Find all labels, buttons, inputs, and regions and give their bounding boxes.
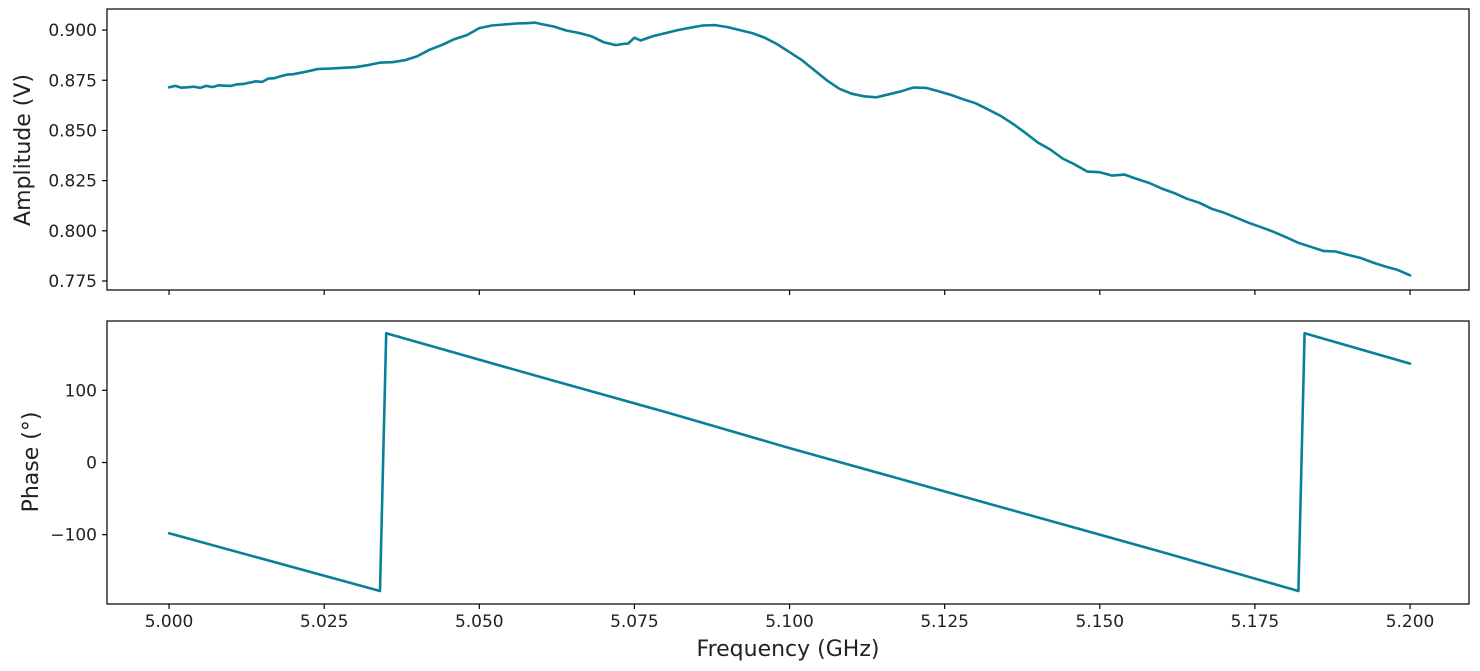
amplitude-axis-label: Amplitude (V) — [11, 74, 36, 226]
x-tick-label: 5.075 — [610, 612, 659, 632]
phase-panel: 5.000 5.025 5.050 5.075 5.100 5.125 5.150 5.175… — [19, 320, 1470, 662]
y-tick-label: 0.825 — [48, 172, 97, 192]
y-tick-label: 0.900 — [48, 21, 97, 41]
x-tick-label: 5.125 — [920, 612, 969, 632]
x-tick-label: 5.025 — [300, 612, 349, 632]
y-tick-label: 0.800 — [48, 222, 97, 242]
y-tick-label: 100 — [65, 381, 97, 401]
phase-plot-frame — [106, 320, 1470, 605]
y-tick-label: 0 — [86, 454, 97, 474]
x-tick-label: 5.050 — [455, 612, 504, 632]
x-tick-label: 5.200 — [1386, 612, 1435, 632]
amplitude-panel: 0.775 0.800 0.825 0.850 0.875 0.900 Amplitude… — [11, 8, 1470, 295]
x-tick-label: 5.150 — [1075, 612, 1124, 632]
frequency-axis-label: Frequency (GHz) — [697, 637, 880, 662]
phase-axis-label: Phase (°) — [19, 412, 44, 513]
x-tick-label: 5.175 — [1231, 612, 1280, 632]
x-tick-label: 5.100 — [765, 612, 814, 632]
y-tick-label: 0.850 — [48, 121, 97, 141]
amplitude-series-line — [167, 21, 1412, 277]
y-tick-label: 0.875 — [48, 71, 97, 91]
x-tick-label: 5.000 — [145, 612, 194, 632]
phase-series-line — [167, 331, 1412, 593]
y-tick-label: 0.775 — [48, 272, 97, 292]
y-tick-label: −100 — [50, 526, 97, 546]
amplitude-plot-frame — [106, 8, 1470, 291]
